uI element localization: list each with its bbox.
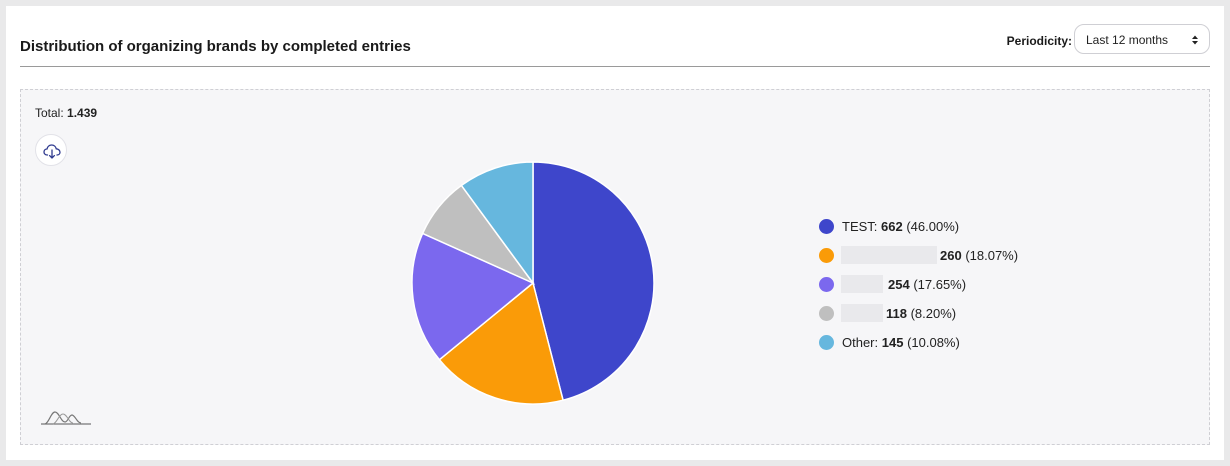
pie-slice-2[interactable] [438, 281, 564, 405]
legend-value: 118 [886, 306, 907, 321]
legend-label: 260 (18.07%) [940, 248, 1018, 263]
legend-percent: (8.20%) [906, 306, 957, 321]
legend-value: 662 [881, 219, 903, 234]
total-label: Total: [35, 106, 64, 120]
card-header: Distribution of organizing brands by com… [20, 20, 1210, 67]
legend-label: TEST: 662 (46.00%) [842, 219, 959, 234]
legend-swatch [819, 277, 834, 292]
legend-label: 118 (8.20%) [886, 306, 956, 321]
legend-swatch [819, 306, 834, 321]
legend-value: 145 [881, 335, 904, 350]
legend-redacted-name [841, 304, 883, 322]
legend-label: Other: 145 (10.08%) [842, 335, 960, 350]
legend-percent: (17.65%) [909, 277, 967, 292]
legend-swatch [819, 335, 834, 350]
legend-redacted-name [841, 246, 937, 264]
legend-swatch [819, 248, 834, 263]
pie-slice-1[interactable] [532, 161, 655, 402]
legend-value: 254 [888, 277, 910, 292]
total-value: 1.439 [67, 106, 98, 120]
chart-card: Distribution of organizing brands by com… [6, 6, 1224, 460]
periodicity-select[interactable]: Last 12 months [1074, 24, 1210, 54]
legend-percent: (46.00%) [902, 219, 960, 234]
legend-name: TEST: [842, 219, 882, 234]
legend-swatch [819, 219, 834, 234]
pie-chart [411, 161, 655, 405]
chart-panel: Total: 1.439 TEST: 662 (46.00%) 260 (18.0… [20, 89, 1210, 445]
pie-slice-5[interactable] [460, 161, 534, 286]
legend-percent: (10.08%) [903, 335, 960, 350]
cloud-download-icon [43, 144, 61, 159]
legend-name: Other: [842, 335, 882, 350]
legend-percent: (18.07%) [961, 248, 1019, 263]
download-button[interactable] [35, 134, 67, 166]
legend-redacted-name [841, 275, 883, 293]
total-count: Total: 1.439 [35, 106, 97, 120]
periodicity-label: Periodicity: [1006, 34, 1072, 48]
up-down-arrows-icon [1192, 35, 1198, 45]
pie-slice-3[interactable] [411, 232, 535, 361]
brand-logo-mark [41, 411, 91, 425]
legend-label: 254 (17.65%) [888, 277, 966, 292]
legend-value: 260 [940, 248, 962, 263]
periodicity-select-value: Last 12 months [1086, 33, 1169, 47]
chart-title: Distribution of organizing brands by com… [20, 38, 411, 55]
